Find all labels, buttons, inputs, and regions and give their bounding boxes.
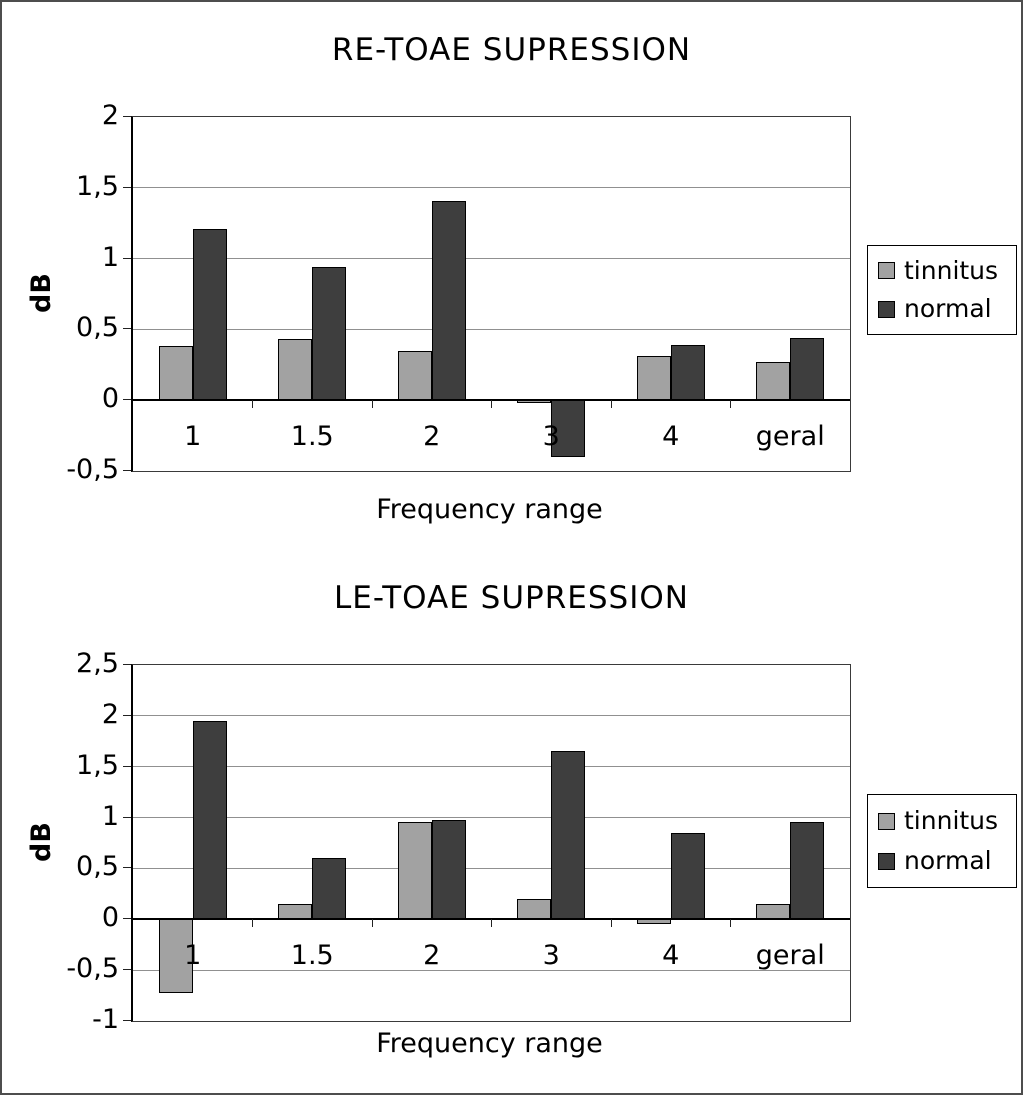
bar-normal-4 <box>670 344 705 401</box>
y-tick-label: 2 <box>101 698 119 730</box>
bar-normal-1 <box>192 228 227 401</box>
y-axis-tick <box>123 765 131 767</box>
legend-item-normal: normal <box>878 295 1016 323</box>
x-category-label: 2 <box>423 940 441 972</box>
x-category-label: 3 <box>542 421 560 453</box>
plot-area: 1 1.5 2 3 4 geral <box>131 116 851 472</box>
y-tick-label: -0,5 <box>66 953 119 985</box>
legend-item-tinnitus: tinnitus <box>878 807 1016 835</box>
bar-tinnitus-3 <box>517 898 552 920</box>
x-category-label: 1 <box>184 421 202 453</box>
y-tick-label: -1 <box>92 1004 119 1035</box>
legend-swatch-normal <box>878 300 895 318</box>
gridline <box>133 258 850 260</box>
x-axis-tick <box>252 400 253 409</box>
y-axis-tick <box>123 399 131 401</box>
gridline <box>133 867 850 869</box>
y-tick-label: 1 <box>101 800 119 832</box>
legend-swatch-tinnitus <box>878 262 895 280</box>
legend-label: normal <box>904 294 992 324</box>
y-tick-label: 2,5 <box>76 648 119 679</box>
x-axis-tick <box>610 919 612 928</box>
bar-normal-1 <box>192 720 227 920</box>
bar-normal-1.5 <box>312 858 347 920</box>
y-tick-label: 1 <box>101 241 119 273</box>
x-category-label: 3 <box>542 940 560 972</box>
x-category-label: geral <box>755 940 825 972</box>
y-axis-tick <box>123 328 131 330</box>
legend-swatch-normal <box>878 852 895 870</box>
gridline <box>133 969 850 971</box>
x-axis-title: Frequency range <box>376 1028 603 1059</box>
y-tick-label: 0 <box>101 902 119 934</box>
y-axis-tick <box>123 470 131 471</box>
legend-label: tinnitus <box>904 255 999 285</box>
y-axis-tick <box>123 714 131 716</box>
bar-tinnitus-1.5 <box>278 904 313 920</box>
bar-normal-3 <box>551 400 586 457</box>
x-category-label: 1.5 <box>290 421 334 453</box>
gridline <box>133 715 850 717</box>
legend-swatch-tinnitus <box>878 812 895 830</box>
y-axis-tick <box>123 186 131 188</box>
x-axis-tick <box>371 919 373 928</box>
y-tick-label: 2 <box>101 100 119 131</box>
y-tick-label: 1,5 <box>76 170 119 202</box>
bar-tinnitus-1.5 <box>278 339 313 401</box>
bar-tinnitus-4 <box>636 356 671 401</box>
x-axis-tick <box>491 400 492 409</box>
x-category-label: 2 <box>423 421 441 453</box>
gridline <box>133 328 850 330</box>
x-axis-tick <box>371 400 373 409</box>
gridline <box>133 766 850 768</box>
gridline <box>133 187 850 189</box>
legend: tinnitus normal <box>867 794 1017 888</box>
y-axis-tick <box>123 918 131 920</box>
legend-item-tinnitus: tinnitus <box>878 255 1016 285</box>
bar-normal-2 <box>431 200 466 401</box>
chart-title: LE-TOAE SUPRESSION <box>334 580 689 616</box>
y-tick-label: 0,5 <box>76 312 119 344</box>
x-axis-tick <box>491 919 492 928</box>
bar-tinnitus-geral <box>756 904 791 920</box>
legend-label: tinnitus <box>904 806 999 835</box>
x-axis-title: Frequency range <box>376 494 603 525</box>
bar-normal-1.5 <box>312 267 347 401</box>
y-tick-label: -0,5 <box>66 454 119 485</box>
bar-tinnitus-2 <box>397 821 432 920</box>
y-tick-label: 1,5 <box>76 749 119 781</box>
y-axis-tick <box>123 867 131 869</box>
x-category-label: geral <box>755 421 825 453</box>
plot-area: 1 1.5 2 3 4 geral <box>131 664 851 1022</box>
chart-title: RE-TOAE SUPRESSION <box>331 32 692 68</box>
y-axis-tick <box>123 1020 131 1021</box>
y-axis-tick <box>123 664 131 665</box>
bar-normal-geral <box>790 821 825 920</box>
bar-normal-4 <box>670 832 705 920</box>
legend-label: normal <box>904 846 992 875</box>
x-category-label: 4 <box>662 940 680 972</box>
y-tick-label: 0,5 <box>76 851 119 883</box>
x-axis-tick <box>730 400 731 409</box>
y-axis-tick <box>123 257 131 259</box>
x-axis-tick <box>252 919 253 928</box>
legend-item-normal: normal <box>878 847 1016 875</box>
y-axis-tick <box>123 116 131 117</box>
x-axis-tick <box>730 919 731 928</box>
bar-normal-3 <box>551 751 586 920</box>
y-tick-label: 0 <box>101 383 119 415</box>
gridline <box>133 817 850 819</box>
y-axis-tick <box>123 816 131 818</box>
x-category-label: 1.5 <box>290 940 334 972</box>
bar-tinnitus-geral <box>756 361 791 401</box>
x-category-label: 1 <box>184 940 202 972</box>
x-axis-tick <box>610 400 612 409</box>
y-axis-tick <box>123 969 131 971</box>
x-category-label: 4 <box>662 421 680 453</box>
legend: tinnitus normal <box>867 245 1017 335</box>
bar-normal-2 <box>431 819 466 920</box>
